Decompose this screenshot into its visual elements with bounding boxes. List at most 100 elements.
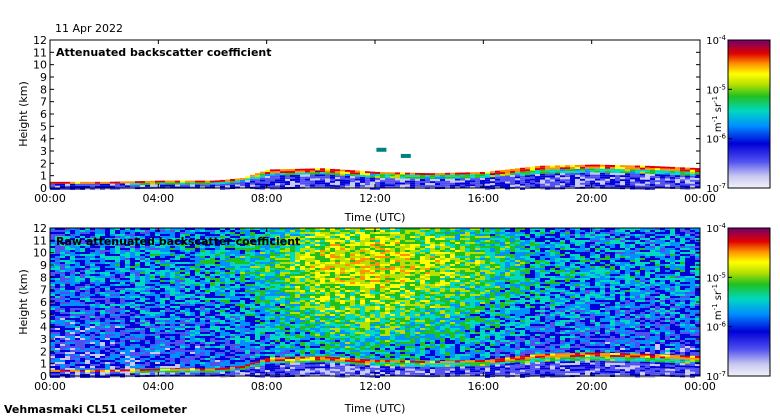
- heatmap-cell: [75, 350, 80, 352]
- heatmap-cell: [475, 186, 480, 189]
- heatmap-cell: [125, 371, 130, 374]
- heatmap-cell: [165, 350, 170, 352]
- heatmap-cell: [185, 310, 190, 312]
- heatmap-cell: [190, 276, 195, 278]
- heatmap-cell: [105, 187, 110, 190]
- heatmap-cell: [295, 324, 300, 326]
- heatmap-cell: [85, 302, 90, 304]
- heatmap-cell: [330, 182, 335, 185]
- heatmap-cell: [60, 183, 65, 186]
- heatmap-cell: [95, 368, 100, 370]
- heatmap-cell: [55, 356, 60, 358]
- heatmap-cell: [130, 236, 135, 238]
- heatmap-cell: [215, 356, 220, 358]
- heatmap-cell: [165, 264, 170, 266]
- heatmap-cell: [55, 316, 60, 318]
- heatmap-cell: [295, 254, 300, 256]
- heatmap-cell: [525, 169, 530, 172]
- cloud-feature-mark: [400, 153, 411, 158]
- heatmap-cell: [215, 332, 220, 334]
- heatmap-cell: [200, 312, 205, 314]
- heatmap-cell: [205, 274, 210, 276]
- heatmap-cell: [685, 177, 690, 180]
- heatmap-cell: [65, 338, 70, 340]
- heatmap-cell: [100, 296, 105, 298]
- heatmap-cell: [155, 338, 160, 340]
- heatmap-cell: [280, 280, 285, 282]
- heatmap-cell: [280, 252, 285, 254]
- heatmap-cell: [150, 326, 155, 328]
- heatmap-cell: [285, 300, 290, 302]
- heatmap-cell: [285, 350, 290, 352]
- heatmap-cell: [655, 176, 660, 179]
- heatmap-cell: [675, 181, 680, 184]
- heatmap-cell: [235, 326, 240, 328]
- heatmap-cell: [50, 304, 55, 306]
- heatmap-cell: [70, 302, 75, 304]
- heatmap-cell: [110, 322, 115, 324]
- heatmap-cell: [60, 320, 65, 322]
- heatmap-cell: [535, 184, 540, 187]
- heatmap-cell: [280, 242, 285, 244]
- heatmap-cell: [185, 342, 190, 344]
- heatmap-cell: [445, 178, 450, 181]
- heatmap-cell: [590, 176, 595, 179]
- heatmap-cell: [265, 266, 270, 268]
- heatmap-cell: [160, 292, 165, 294]
- heatmap-cell: [155, 276, 160, 278]
- heatmap-cell: [135, 316, 140, 318]
- heatmap-cell: [345, 187, 350, 190]
- heatmap-cell: [70, 258, 75, 260]
- heatmap-cell: [60, 304, 65, 306]
- heatmap-cell: [295, 184, 300, 187]
- heatmap-cell: [300, 314, 305, 316]
- heatmap-cell: [80, 280, 85, 282]
- heatmap-cell: [300, 288, 305, 290]
- heatmap-cell: [285, 286, 290, 288]
- heatmap-cell: [105, 371, 110, 374]
- heatmap-cell: [270, 359, 275, 362]
- heatmap-cell: [100, 375, 105, 378]
- heatmap-cell: [360, 172, 365, 175]
- heatmap-cell: [300, 268, 305, 270]
- heatmap-cell: [145, 328, 150, 330]
- heatmap-cell: [395, 184, 400, 187]
- heatmap-cell: [260, 371, 265, 374]
- heatmap-cell: [545, 169, 550, 172]
- heatmap-cell: [445, 180, 450, 183]
- heatmap-cell: [305, 248, 310, 250]
- heatmap-cell: [205, 348, 210, 350]
- heatmap-cell: [245, 332, 250, 334]
- heatmap-cell: [215, 232, 220, 234]
- heatmap-cell: [120, 254, 125, 256]
- heatmap-cell: [275, 290, 280, 292]
- heatmap-cell: [60, 284, 65, 286]
- heatmap-cell: [475, 176, 480, 179]
- heatmap-cell: [185, 316, 190, 318]
- heatmap-cell: [255, 270, 260, 272]
- heatmap-cell: [230, 181, 235, 184]
- heatmap-cell: [205, 244, 210, 246]
- heatmap-cell: [675, 177, 680, 180]
- heatmap-cell: [70, 292, 75, 294]
- heatmap-cell: [70, 296, 75, 298]
- heatmap-cell: [180, 298, 185, 300]
- heatmap-cell: [60, 256, 65, 258]
- heatmap-cell: [270, 244, 275, 246]
- heatmap-cell: [260, 290, 265, 292]
- heatmap-cell: [410, 182, 415, 185]
- heatmap-cell: [245, 274, 250, 276]
- heatmap-cell: [225, 238, 230, 240]
- heatmap-cell: [70, 294, 75, 296]
- heatmap-cell: [160, 336, 165, 338]
- heatmap-cell: [290, 266, 295, 268]
- heatmap-cell: [125, 354, 130, 356]
- heatmap-cell: [225, 234, 230, 236]
- heatmap-cell: [95, 256, 100, 258]
- heatmap-cell: [130, 306, 135, 308]
- heatmap-cell: [245, 278, 250, 280]
- heatmap-cell: [205, 346, 210, 348]
- heatmap-cell: [80, 348, 85, 350]
- heatmap-cell: [185, 346, 190, 348]
- heatmap-cell: [90, 298, 95, 300]
